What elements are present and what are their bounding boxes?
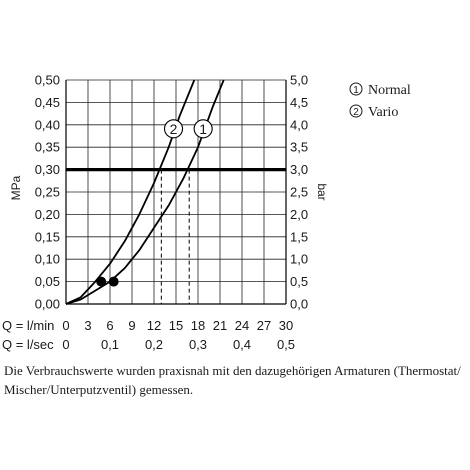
right-tick-label: 3,0 <box>290 162 308 177</box>
left-tick-label: 0,00 <box>35 297 60 312</box>
x-tick-label-lsec: 0,2 <box>145 337 163 352</box>
x-tick-label-lsec: 0,4 <box>233 337 251 352</box>
legend-label-normal: Normal <box>368 83 411 98</box>
left-tick-label: 0,05 <box>35 274 60 289</box>
x-tick-label-lmin: 6 <box>106 318 113 333</box>
series-callout-circle <box>193 119 213 139</box>
x-tick-label-lmin: 15 <box>169 318 183 333</box>
x-tick-label-lmin: 24 <box>235 318 249 333</box>
right-tick-label: 3,5 <box>290 140 308 155</box>
x-tick-label-lmin: 18 <box>191 318 205 333</box>
series-callout-label: 2 <box>170 121 178 137</box>
x-axis-ticks: 0 3 6 9 12 15 18 21 24 27 30 0 0,1 0,2 0,3 0,4 0,5 <box>62 318 295 352</box>
x-tick-label-lsec: 0 <box>62 337 69 352</box>
left-tick-label: 0,25 <box>35 185 60 200</box>
x-axis-title-lmin: Q = l/min <box>2 318 54 333</box>
left-tick-label: 0,50 <box>35 73 60 88</box>
x-tick-label-lmin: 27 <box>257 318 271 333</box>
x-tick-label-lmin: 21 <box>213 318 227 333</box>
legend-marker-2: 2 <box>353 107 359 118</box>
operating-point <box>108 276 119 287</box>
legend-marker-1: 1 <box>353 85 359 96</box>
legend-item-vario: 2 Vario <box>349 104 398 120</box>
x-tick-label-lsec: 0,1 <box>101 337 119 352</box>
right-tick-label: 5,0 <box>290 73 308 88</box>
x-tick-label-lmin: 9 <box>128 318 135 333</box>
x-tick-label-lmin: 30 <box>279 318 293 333</box>
left-tick-label: 0,40 <box>35 117 60 132</box>
series-callout-circle <box>163 119 184 139</box>
right-tick-label: 0,0 <box>290 297 308 312</box>
left-tick-label: 0,20 <box>35 207 60 222</box>
legend-label-vario: Vario <box>368 105 398 120</box>
left-tick-label: 0,45 <box>35 95 60 110</box>
x-axis-title-lsec: Q = l/sec <box>2 337 54 352</box>
legend-item-normal: 1 Normal <box>349 82 411 98</box>
right-tick-label: 4,0 <box>290 117 308 132</box>
right-tick-label: 2,0 <box>290 207 308 222</box>
series-callout-label: 1 <box>199 121 207 137</box>
right-axis-ticks: 0,0 0,5 1,0 1,5 2,0 2,5 3,0 3,5 4,0 4,5 5,0 <box>290 73 308 312</box>
x-tick-label-lmin: 3 <box>84 318 91 333</box>
axes <box>65 80 287 305</box>
right-tick-label: 1,0 <box>290 252 308 267</box>
left-tick-label: 0,15 <box>35 229 60 244</box>
right-tick-label: 0,5 <box>290 274 308 289</box>
right-tick-label: 4,5 <box>290 95 308 110</box>
left-axis-ticks: 0,00 0,05 0,10 0,15 0,20 0,25 0,30 0,35 0,40 0,45… <box>35 73 60 312</box>
series-group: 12 <box>65 79 286 305</box>
caption: Die Verbrauchswerte wurden praxisnah mit… <box>4 363 461 397</box>
x-tick-label-lsec: 0,3 <box>189 337 207 352</box>
x-tick-label-lmin: 12 <box>147 318 161 333</box>
left-tick-label: 0,35 <box>35 140 60 155</box>
right-tick-label: 2,5 <box>290 185 308 200</box>
legend: 1 Normal 2 Vario <box>349 82 411 120</box>
left-tick-label: 0,30 <box>35 162 60 177</box>
right-tick-label: 1,5 <box>290 229 308 244</box>
left-tick-label: 0,10 <box>35 252 60 267</box>
x-tick-label-lmin: 0 <box>62 318 69 333</box>
series-line-normal <box>65 79 225 305</box>
operating-point <box>96 276 107 287</box>
left-axis-title: MPa <box>9 175 23 200</box>
x-tick-label-lsec: 0,5 <box>277 337 295 352</box>
right-axis-title: bar <box>315 183 329 200</box>
